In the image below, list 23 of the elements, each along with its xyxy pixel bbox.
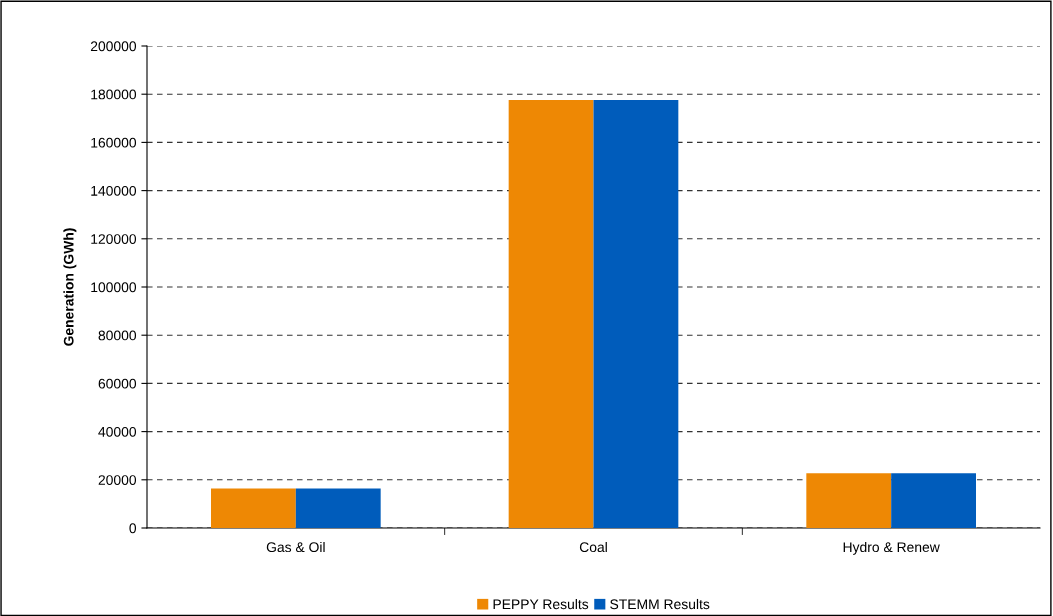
y-tick-label: 120000	[91, 234, 137, 244]
y-tick-label: 100000	[91, 282, 137, 293]
bar	[508, 99, 594, 528]
y-tick-label: 20000	[98, 475, 137, 485]
y-tick-label: 60000	[98, 378, 137, 389]
bar	[891, 473, 976, 528]
y-tick-label: 200000	[90, 41, 137, 52]
y-tick-label: 0	[129, 523, 137, 534]
x-tick-label: Hydro & Renew	[843, 541, 940, 555]
bar	[211, 488, 296, 528]
bar	[806, 473, 892, 528]
bar	[295, 488, 381, 528]
bar	[593, 99, 679, 528]
y-tick-label: 80000	[98, 330, 137, 341]
x-tick-label: Coal	[579, 541, 607, 553]
y-tick-label: 180000	[91, 89, 137, 100]
x-tick-label: Gas & Oil	[266, 541, 325, 553]
legend-label: PEPPY Results	[493, 598, 589, 610]
y-tick-label: 140000	[91, 185, 137, 196]
y-tick-label: 160000	[91, 137, 137, 148]
legend-label: STEMM Results	[610, 598, 710, 610]
y-tick-label: 40000	[98, 426, 137, 437]
y-axis-title: Generation (GWh)	[63, 228, 77, 346]
